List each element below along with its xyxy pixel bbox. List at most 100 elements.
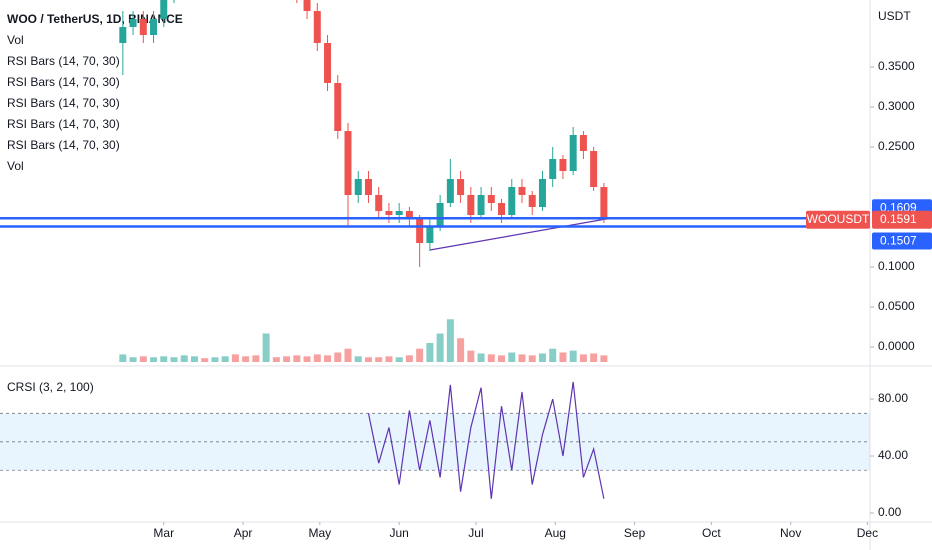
volume-bar	[579, 354, 587, 362]
volume-bar	[467, 350, 475, 362]
y-tick-label: 0.3500	[878, 59, 915, 73]
candle-body	[600, 187, 608, 220]
candle-body	[528, 195, 536, 207]
indicator-label: RSI Bars (14, 70, 30)	[7, 75, 120, 89]
candle-body	[385, 211, 393, 215]
y-tick-label: 0.0000	[878, 339, 915, 353]
y-tick-label: 0.1000	[878, 259, 915, 273]
indicator-label: RSI Bars (14, 70, 30)	[7, 54, 120, 68]
volume-bar	[487, 354, 495, 362]
y-tick-label: 0.00	[878, 505, 902, 519]
volume-bar	[190, 356, 198, 362]
volume-bar	[231, 354, 239, 362]
candle-body	[150, 19, 158, 35]
y-tick-label: 0.0500	[878, 299, 915, 313]
axis-unit: USDT	[878, 9, 911, 23]
volume-bar	[160, 356, 168, 362]
symbol-tag	[806, 210, 870, 229]
volume-bar	[150, 357, 158, 362]
last-price-label: 0.1591	[880, 212, 917, 226]
candle-body	[508, 187, 516, 215]
x-tick-label: Sep	[624, 526, 646, 540]
indicator-label: RSI Bars (14, 70, 30)	[7, 96, 120, 110]
candle-body	[129, 19, 137, 27]
volume-bar	[170, 357, 178, 362]
x-tick-label: Jul	[468, 526, 483, 540]
volume-bar	[119, 354, 127, 362]
symbol-tag-label: WOOUSDT	[807, 212, 870, 226]
candle-body	[405, 211, 413, 219]
volume-bar	[313, 354, 321, 362]
volume-bar	[436, 333, 444, 362]
level-tag	[872, 232, 932, 250]
volume-bar	[538, 353, 546, 362]
candle-body	[467, 195, 475, 215]
candle-body	[354, 179, 362, 195]
candle-body	[119, 27, 127, 43]
price-pane	[119, 0, 608, 362]
volume-bar	[201, 358, 209, 362]
volume-bar	[457, 338, 465, 362]
candle-body	[518, 187, 526, 195]
volume-bar	[549, 348, 557, 362]
volume-bar	[334, 352, 342, 362]
volume-bar	[303, 356, 311, 362]
candle-body	[579, 135, 587, 151]
y-tick-label: 0.3000	[878, 99, 915, 113]
volume-bar	[477, 353, 485, 362]
volume-bar	[446, 319, 454, 362]
candle-body	[395, 211, 403, 215]
volume-bar	[364, 357, 372, 362]
candle-body	[477, 195, 485, 215]
volume-bar	[344, 348, 352, 362]
symbol-title: WOO / TetherUS, 1D, BINANCE	[7, 12, 183, 26]
candle-body	[457, 179, 465, 195]
volume-bar	[559, 352, 567, 362]
volume-bar	[395, 357, 403, 362]
volume-bar	[129, 357, 137, 362]
volume-bar	[252, 355, 260, 362]
last-price-tag	[872, 210, 932, 229]
candle-body	[324, 43, 332, 83]
volume-bar	[498, 355, 506, 362]
candle-body	[426, 227, 434, 243]
candle-body	[303, 0, 311, 11]
candle-body	[446, 179, 454, 203]
indicator-title: CRSI (3, 2, 100)	[7, 380, 94, 394]
volume-bar	[221, 356, 229, 362]
volume-bar	[139, 356, 147, 362]
volume-bar	[262, 333, 270, 362]
candle-body	[538, 179, 546, 207]
volume-bar	[405, 355, 413, 362]
candle-body	[498, 203, 506, 215]
volume-bar	[590, 353, 598, 362]
x-tick-label: Aug	[545, 526, 566, 540]
candle-body	[364, 179, 372, 195]
volume-bar	[180, 355, 188, 362]
volume-bar	[242, 356, 250, 362]
crsi-line	[367, 381, 605, 499]
x-tick-label: Dec	[857, 526, 878, 540]
y-tick-label: 80.00	[878, 391, 908, 405]
candle-body	[590, 151, 598, 187]
volume-bar	[293, 355, 301, 362]
y-tick-label: 0.2500	[878, 139, 915, 153]
candle-body	[334, 83, 342, 131]
indicator-label: RSI Bars (14, 70, 30)	[7, 138, 120, 152]
x-tick-label: Oct	[702, 526, 721, 540]
indicator-label: Vol	[7, 159, 24, 173]
candle-body	[569, 135, 577, 171]
volume-bar	[272, 357, 280, 362]
volume-bar	[375, 357, 383, 362]
trend-line	[429, 218, 607, 251]
level-tag-label: 0.1507	[880, 234, 917, 248]
volume-bar	[354, 356, 362, 362]
x-tick-label: Apr	[234, 526, 253, 540]
candle-body	[375, 195, 383, 211]
volume-bar	[324, 355, 332, 362]
volume-bar	[528, 355, 536, 362]
volume-bar	[211, 357, 219, 362]
indicator-label: RSI Bars (14, 70, 30)	[7, 117, 120, 131]
candle-body	[549, 159, 557, 179]
